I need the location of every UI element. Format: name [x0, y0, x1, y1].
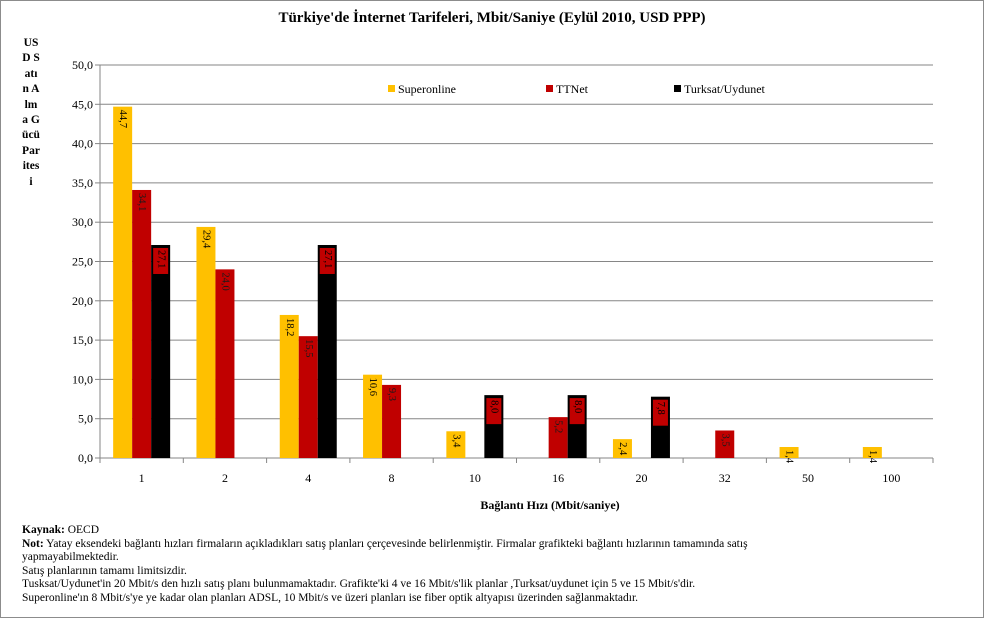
y-tick-label: 30,0 — [72, 215, 93, 229]
data-label: 8,0 — [572, 400, 583, 413]
bar — [779, 446, 799, 458]
data-label: 3,4 — [450, 434, 461, 448]
data-label-box — [153, 247, 169, 274]
bar — [132, 189, 152, 458]
bar — [317, 244, 337, 458]
bar — [363, 374, 383, 458]
bar — [446, 431, 466, 458]
legend-swatch — [388, 85, 395, 92]
data-label: 8,0 — [488, 400, 499, 413]
data-label-box — [319, 247, 335, 274]
data-label: 29,4 — [201, 230, 212, 249]
bar — [548, 417, 568, 458]
legend-swatch — [674, 85, 681, 92]
data-label: 27,1 — [322, 250, 333, 268]
data-label-box — [652, 399, 668, 426]
data-label: 18,2 — [284, 318, 295, 336]
note-line-1: Not: Yatay eksendeki bağlantı hızları fi… — [22, 538, 972, 552]
data-label: 27,1 — [155, 250, 166, 268]
x-tick-label: 100 — [882, 471, 900, 485]
y-tick-label: 50,0 — [72, 58, 93, 72]
data-label: 44,7 — [117, 110, 128, 128]
x-tick-label: 8 — [389, 471, 395, 485]
y-tick-label: 5,0 — [78, 412, 93, 426]
data-label: 2,4 — [617, 442, 628, 456]
data-label-box — [486, 398, 502, 425]
y-tick-label: 35,0 — [72, 176, 93, 190]
note-line-2: yapmayabilmektedir. — [22, 551, 119, 564]
source-label: Kaynak: — [22, 524, 65, 536]
note-line-4: Tusksat/Uydunet'in 20 Mbit/s den hızlı s… — [22, 578, 696, 591]
x-tick-label: 4 — [305, 471, 311, 485]
source-line: Kaynak: OECD — [22, 524, 972, 538]
x-axis-label: Bağlantı Hızı (Mbit/saniye) — [480, 498, 620, 512]
x-tick-label: 1 — [139, 471, 145, 485]
y-tick-label: 25,0 — [72, 255, 93, 269]
bar — [215, 269, 235, 458]
data-label: 1,4 — [867, 450, 878, 464]
bar — [715, 430, 735, 458]
legend-swatch — [546, 85, 553, 92]
bar — [196, 226, 216, 458]
y-tick-label: 40,0 — [72, 137, 93, 151]
bar — [113, 106, 133, 459]
y-axis-label: USD Satın Alma Gücü Paritesi — [22, 37, 43, 188]
x-tick-label: 16 — [552, 471, 564, 485]
data-label: 5,2 — [553, 420, 564, 433]
chart-title: Türkiye'de İnternet Tarifeleri, Mbit/San… — [278, 10, 706, 26]
legend-label: Superonline — [398, 82, 456, 96]
data-label: 9,3 — [386, 388, 397, 401]
x-tick-label: 32 — [719, 471, 731, 485]
x-tick-label: 50 — [802, 471, 814, 485]
note-line-3: Satış planlarının tamamı limitsizdir. — [22, 564, 187, 577]
bar — [298, 336, 318, 458]
y-tick-label: 0,0 — [78, 451, 93, 465]
note-text-1: Yatay eksendeki bağlantı hızları firmala… — [43, 537, 748, 550]
legend-label: Turksat/Uydunet — [684, 82, 766, 96]
data-label: 15,5 — [303, 339, 314, 357]
y-tick-label: 45,0 — [72, 97, 93, 111]
x-tick-label: 2 — [222, 471, 228, 485]
bar — [862, 446, 882, 458]
bar — [612, 439, 632, 458]
bar-chart: 0,0 5,0 10,0 15,0 20,0 25,0 30,0 35,0 40,0 45,0 50… — [72, 58, 934, 485]
data-label: 10,6 — [367, 378, 378, 396]
y-tick-label: 15,0 — [72, 333, 93, 347]
chart-notes: Kaynak: OECD Not: Yatay eksendeki bağlan… — [22, 524, 972, 606]
y-tick-label: 20,0 — [72, 294, 93, 308]
y-tick-label: 10,0 — [72, 372, 93, 386]
note-label: Not: — [22, 537, 44, 550]
data-label: 3,5 — [719, 433, 730, 446]
data-label: 34,1 — [136, 193, 147, 211]
x-tick-label: 10 — [469, 471, 481, 485]
x-tick-label: 20 — [635, 471, 647, 485]
data-label: 7,8 — [655, 402, 666, 415]
data-label: 1,4 — [784, 450, 795, 464]
bar — [279, 314, 299, 458]
bar — [382, 384, 402, 458]
bar — [151, 244, 171, 458]
data-label-box — [569, 398, 585, 425]
legend-label: TTNet — [556, 82, 589, 96]
data-label: 24,0 — [220, 272, 231, 290]
source-value: OECD — [64, 524, 100, 536]
note-line-5: Superonline'ın 8 Mbit/s'ye ye kadar olan… — [22, 591, 639, 604]
